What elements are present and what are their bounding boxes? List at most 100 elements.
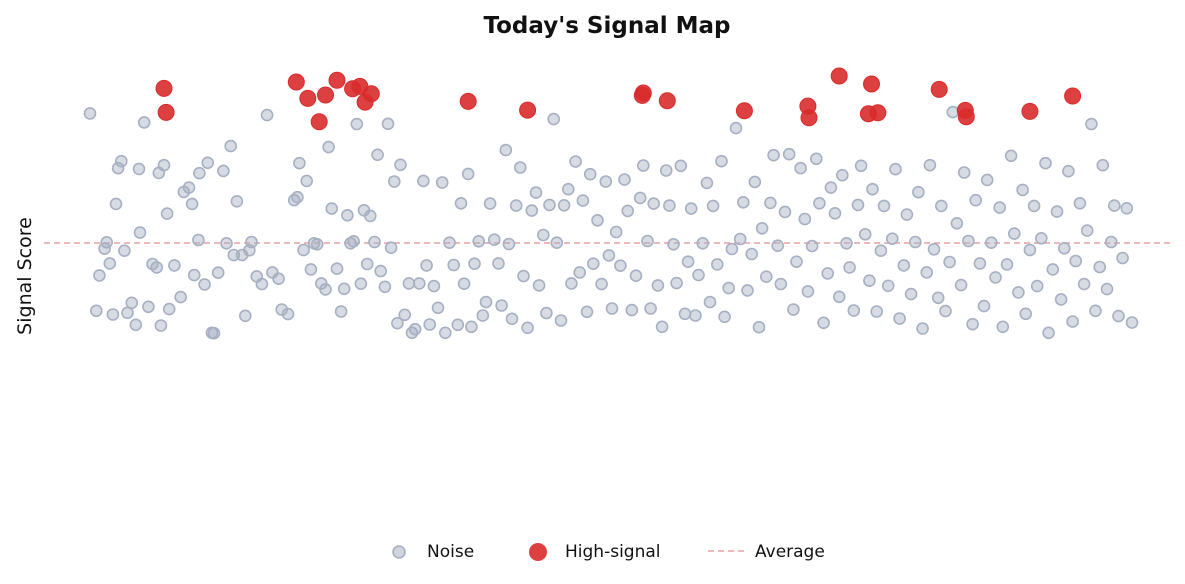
noise-point [1116, 251, 1129, 265]
noise-point [427, 279, 441, 293]
noise-point [543, 198, 556, 212]
noise-point [843, 261, 856, 274]
noise-point [431, 301, 445, 315]
noise-point [350, 117, 364, 131]
noise-point [297, 243, 310, 257]
noise-point [651, 279, 665, 292]
noise-point [614, 259, 627, 273]
noise-point [790, 255, 803, 269]
noise-point [1073, 197, 1087, 210]
noise-point [193, 166, 206, 180]
noise-point [667, 238, 680, 251]
noise-point [946, 105, 960, 119]
y-axis-label: Signal Score [14, 217, 36, 335]
noise-point [670, 276, 683, 290]
noise-point [451, 318, 465, 332]
noise-point [595, 277, 608, 291]
noise-point [889, 162, 902, 176]
noise-point [1019, 307, 1032, 321]
noise-point [1096, 158, 1110, 172]
noise-point [752, 320, 766, 334]
noise-point [402, 277, 416, 290]
noise-point [817, 316, 830, 330]
noise-point [835, 168, 849, 182]
noise-point [300, 174, 314, 188]
noise-point [201, 156, 214, 170]
noise-point [696, 237, 710, 250]
noise-point [984, 236, 998, 249]
noise-point [599, 175, 613, 188]
legend-noise-label: Noise [427, 542, 474, 562]
noise-point [334, 305, 348, 318]
noise-point [636, 159, 650, 172]
noise-point [211, 266, 225, 280]
noise-point [689, 309, 702, 322]
noise-point [1000, 258, 1014, 271]
legend-high-signal-marker [529, 543, 547, 561]
noise-point [1069, 254, 1082, 268]
noise-point [718, 310, 731, 324]
noise-point [363, 209, 377, 223]
noise-point [129, 318, 143, 332]
noise-point [505, 312, 519, 326]
noise-point [633, 191, 647, 205]
noise-point [996, 320, 1010, 334]
legend-item-average: Average [708, 542, 825, 562]
noise-point [417, 174, 430, 188]
noise-point [255, 277, 269, 291]
noise-point [492, 257, 505, 270]
noise-point [557, 199, 571, 212]
noise-point [1042, 326, 1055, 340]
noise-point [605, 302, 619, 315]
noise-point [989, 271, 1002, 284]
noise-point [580, 305, 594, 319]
noise-point [809, 152, 823, 166]
noise-point [912, 185, 925, 199]
noise-point [1035, 232, 1048, 245]
noise-point [354, 277, 368, 291]
noise-point [499, 143, 513, 157]
noise-point [629, 269, 643, 283]
noise-point [461, 167, 475, 181]
noise-point [381, 117, 395, 131]
high-signal-point [800, 109, 818, 127]
legend-noise-marker [392, 545, 406, 559]
noise-point [509, 199, 523, 212]
noise-point [877, 199, 891, 213]
noise-point [1046, 263, 1060, 276]
noise-point [828, 207, 842, 220]
noise-point [1100, 282, 1114, 296]
noise-point [495, 299, 508, 312]
noise-point [224, 139, 237, 153]
noise-point [293, 156, 306, 170]
noise-point [174, 290, 187, 304]
noise-point [920, 266, 934, 279]
noise-point [1112, 309, 1125, 323]
noise-point [674, 159, 688, 173]
high-signal-point [930, 80, 948, 98]
noise-point [774, 277, 788, 291]
high-signal-point [328, 71, 346, 89]
noise-point [954, 278, 968, 292]
noise-point [573, 266, 587, 279]
high-signal-point [658, 92, 676, 110]
noise-point [798, 212, 812, 226]
high-signal-point [157, 103, 175, 121]
noise-point [368, 235, 381, 249]
noise-point [1125, 316, 1139, 329]
noise-point [322, 140, 335, 154]
high-signal-point [287, 73, 305, 91]
noise-point [454, 197, 468, 210]
noise-point [125, 296, 138, 310]
noise-point [360, 257, 374, 271]
noise-point [1016, 183, 1029, 197]
noise-point [90, 304, 103, 318]
noise-point [969, 193, 983, 207]
noise-point [874, 244, 888, 257]
high-signal-point [1064, 87, 1082, 105]
noise-point [547, 112, 561, 126]
noise-point [207, 326, 221, 340]
noise-point [1054, 293, 1068, 306]
noise-point [550, 236, 564, 249]
noise-point [554, 314, 568, 327]
